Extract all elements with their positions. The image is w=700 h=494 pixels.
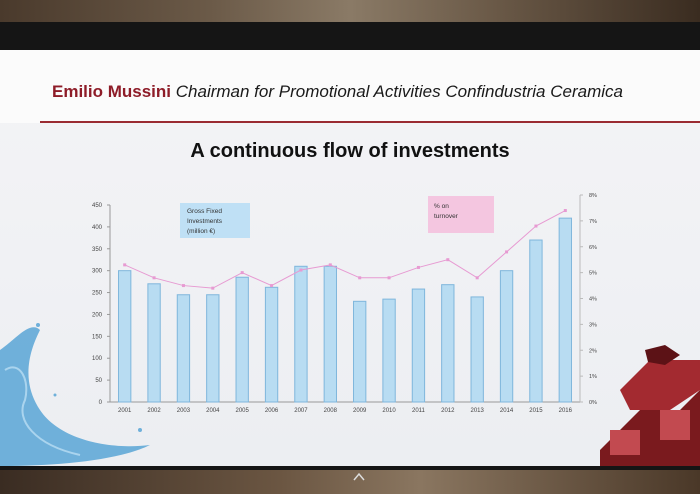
x-tick-label: 2005 bbox=[236, 408, 250, 414]
turnover-point bbox=[152, 276, 156, 280]
investment-bar bbox=[558, 217, 572, 403]
speaker-role: Chairman for Promotional Activities Conf… bbox=[175, 82, 623, 101]
turnover-point bbox=[358, 276, 362, 280]
legend-investments-label: (million €) bbox=[187, 228, 215, 235]
slide-screen: Emilio Mussini Chairman for Promotional … bbox=[0, 50, 700, 466]
legend-investments-label: Gross Fixed bbox=[187, 208, 222, 215]
legend-investments-label: Investments bbox=[187, 218, 223, 225]
y-left-tick-label: 150 bbox=[92, 334, 103, 340]
x-tick-label: 2003 bbox=[177, 408, 191, 414]
turnover-point bbox=[240, 271, 244, 275]
investment-bar bbox=[411, 288, 426, 403]
y-left-tick-label: 400 bbox=[92, 225, 103, 231]
y-left-tick-label: 300 bbox=[92, 269, 103, 275]
speaker-name: Emilio Mussini bbox=[52, 82, 172, 101]
y-left-tick-label: 0 bbox=[99, 400, 103, 406]
x-tick-label: 2016 bbox=[559, 408, 573, 414]
investments-chart: 0 50 100 150 200 250 300 350 400 450 0% 1% 2% 3% 4% 5% 6… bbox=[0, 193, 700, 466]
x-tick-label: 2011 bbox=[412, 408, 426, 414]
investment-bar bbox=[353, 300, 367, 403]
y-right-tick-label: 3% bbox=[589, 322, 597, 328]
x-tick-label: 2002 bbox=[147, 408, 161, 414]
x-tick-label: 2014 bbox=[500, 408, 514, 414]
turnover-point bbox=[181, 284, 185, 288]
x-tick-label: 2009 bbox=[353, 408, 367, 414]
x-tick-label: 2015 bbox=[529, 408, 543, 414]
water-splash-decoration bbox=[0, 323, 150, 466]
y-right-tick-label: 2% bbox=[589, 348, 597, 354]
y-right-tick-label: 6% bbox=[589, 245, 597, 251]
tile-logo-decoration bbox=[600, 345, 700, 466]
investment-bar bbox=[264, 286, 279, 403]
turnover-point bbox=[328, 263, 332, 267]
legend-investments-box bbox=[180, 203, 250, 238]
y-left-tick-label: 50 bbox=[95, 378, 102, 384]
header-divider bbox=[40, 121, 700, 123]
turnover-point bbox=[505, 250, 509, 254]
slide-title: A continuous flow of investments bbox=[190, 140, 510, 162]
turnover-point bbox=[387, 276, 391, 280]
x-tick-label: 2013 bbox=[471, 408, 485, 414]
y-right-tick-label: 7% bbox=[589, 219, 597, 225]
turnover-point bbox=[211, 286, 215, 290]
x-tick-label: 2006 bbox=[265, 408, 279, 414]
speaker-line: Emilio Mussini Chairman for Promotional … bbox=[52, 82, 623, 102]
turnover-point bbox=[563, 209, 567, 213]
turnover-line bbox=[124, 210, 566, 289]
investment-bar bbox=[470, 296, 484, 403]
turnover-point bbox=[475, 276, 479, 280]
investment-bar bbox=[147, 283, 161, 403]
monitor-brand-icon bbox=[353, 472, 365, 481]
x-tick-label: 2008 bbox=[324, 408, 338, 414]
y-right-tick-label: 4% bbox=[589, 297, 597, 303]
investment-bar bbox=[176, 294, 191, 403]
monitor-bezel: Emilio Mussini Chairman for Promotional … bbox=[0, 22, 700, 481]
x-tick-label: 2010 bbox=[382, 408, 396, 414]
investment-bar bbox=[323, 265, 337, 403]
x-tick-label: 2012 bbox=[441, 408, 455, 414]
y-right-tick-label: 5% bbox=[589, 271, 597, 277]
y-right-tick-label: 8% bbox=[589, 193, 597, 199]
y-left-tick-label: 200 bbox=[92, 312, 103, 318]
investment-bar bbox=[294, 265, 308, 403]
slide-header: Emilio Mussini Chairman for Promotional … bbox=[0, 50, 700, 123]
investment-bar bbox=[206, 294, 220, 403]
turnover-point bbox=[299, 268, 303, 272]
legend-turnover-label: turnover bbox=[434, 213, 459, 220]
x-tick-label: 2007 bbox=[294, 408, 308, 414]
turnover-point bbox=[270, 284, 274, 288]
turnover-point bbox=[534, 224, 538, 228]
investment-bar bbox=[529, 239, 543, 403]
investment-bar bbox=[118, 270, 132, 403]
x-tick-label: 2001 bbox=[118, 408, 132, 414]
investment-bar bbox=[499, 270, 514, 403]
turnover-point bbox=[416, 265, 420, 269]
x-tick-label: 2004 bbox=[206, 408, 220, 414]
investment-bar bbox=[235, 276, 249, 403]
turnover-point bbox=[446, 258, 450, 262]
investment-bar bbox=[441, 284, 455, 403]
y-left-tick-label: 250 bbox=[92, 291, 103, 297]
legend-turnover-box bbox=[428, 196, 494, 233]
investment-bar bbox=[382, 298, 396, 403]
y-left-tick-label: 100 bbox=[92, 356, 103, 362]
legend-turnover-label: % on bbox=[434, 203, 449, 210]
y-left-tick-label: 450 bbox=[92, 203, 103, 209]
turnover-point bbox=[123, 263, 127, 267]
y-right-tick-label: 0% bbox=[589, 400, 597, 406]
y-left-tick-label: 350 bbox=[92, 247, 103, 253]
y-right-tick-label: 1% bbox=[589, 374, 597, 380]
